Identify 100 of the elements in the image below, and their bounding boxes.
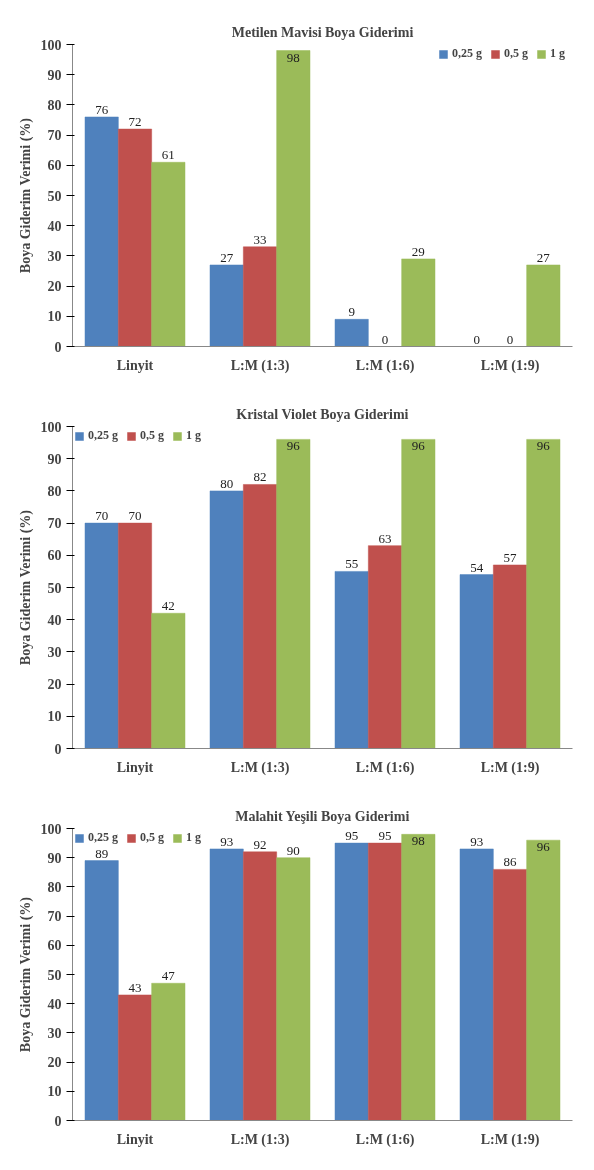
bar (493, 869, 527, 1121)
y-tick-label: 80 (47, 97, 62, 113)
bar (151, 162, 186, 347)
legend-label: 0,5 g (504, 46, 528, 61)
y-tick-label: 90 (47, 67, 62, 83)
y-tick-label: 80 (47, 879, 62, 895)
legend-label: 1 g (186, 830, 202, 845)
y-tick-label: 0 (54, 339, 62, 355)
y-tick-label: 0 (54, 1113, 62, 1129)
bar (276, 50, 311, 347)
chart-title: Metilen Mavisi Boya Giderimi (231, 24, 414, 40)
bar (276, 439, 311, 749)
bar (334, 571, 369, 749)
bar (84, 860, 119, 1121)
data-label: 0 (473, 331, 480, 347)
x-tick-label: L:M (1:9) (480, 357, 540, 374)
bar (243, 246, 277, 347)
data-label: 95 (345, 828, 359, 844)
bar (401, 439, 436, 749)
x-tick-label: L:M (1:3) (230, 759, 290, 776)
data-label: 98 (286, 49, 300, 65)
data-label: 27 (536, 249, 551, 265)
data-label: 61 (161, 147, 175, 163)
bar (243, 851, 277, 1121)
y-tick-label: 90 (47, 451, 62, 467)
data-label: 98 (411, 833, 425, 849)
data-label: 89 (95, 845, 109, 861)
data-label: 96 (411, 438, 426, 454)
bar (401, 834, 436, 1121)
data-label: 63 (378, 530, 392, 546)
y-tick-label: 60 (47, 548, 62, 564)
data-label: 95 (378, 828, 392, 844)
y-tick-label: 10 (47, 309, 62, 325)
y-axis-title: Boya Giderim Verimi (%) (17, 117, 34, 274)
data-label: 57 (503, 549, 517, 565)
y-tick-label: 90 (47, 850, 62, 866)
y-tick-label: 40 (47, 612, 62, 628)
y-tick-label: 40 (47, 218, 62, 234)
data-label: 96 (536, 438, 551, 454)
y-tick-label: 60 (47, 938, 62, 954)
bar (209, 848, 244, 1121)
y-tick-label: 30 (47, 248, 62, 264)
y-tick-label: 80 (47, 483, 62, 499)
x-tick-label: Linyit (116, 357, 154, 373)
y-axis-title: Boya Giderim Verimi (%) (17, 509, 34, 666)
y-tick-label: 60 (47, 158, 62, 174)
y-tick-label: 50 (47, 188, 62, 204)
y-tick-label: 20 (47, 279, 62, 295)
bar (459, 574, 494, 749)
legend-label: 1 g (550, 46, 566, 61)
y-tick-label: 70 (47, 909, 62, 925)
x-tick-label: L:M (1:6) (355, 759, 415, 776)
y-axis-title: Boya Giderim Verimi (%) (17, 896, 34, 1053)
data-label: 42 (161, 598, 175, 614)
y-tick-label: 70 (47, 128, 62, 144)
bar (276, 857, 311, 1121)
data-label: 43 (128, 979, 142, 995)
bar (209, 490, 244, 749)
bar (526, 264, 561, 347)
bar (151, 613, 186, 749)
legend-label: 0,25 g (88, 830, 118, 845)
y-tick-label: 20 (47, 677, 62, 693)
data-label: 0 (381, 331, 389, 347)
data-label: 29 (411, 243, 425, 259)
chart-title: Kristal Violet Boya Giderimi (236, 406, 409, 422)
bar (368, 545, 402, 749)
chart-title: Malahit Yeşili Boya Giderimi (235, 808, 410, 824)
bar (493, 564, 527, 749)
data-label: 86 (503, 854, 517, 870)
bar (526, 439, 561, 749)
y-tick-label: 100 (40, 821, 62, 837)
y-tick-label: 50 (47, 580, 62, 596)
x-tick-label: Linyit (116, 759, 154, 775)
legend-label: 0,5 g (140, 830, 164, 845)
bar (243, 484, 277, 749)
bar (209, 264, 244, 347)
bar (151, 983, 186, 1121)
x-tick-label: L:M (1:6) (355, 357, 415, 374)
data-label: 54 (470, 559, 484, 575)
data-label: 27 (220, 249, 234, 265)
bar (84, 116, 119, 347)
y-tick-label: 30 (47, 1025, 62, 1041)
data-label: 96 (286, 438, 301, 454)
y-tick-label: 20 (47, 1055, 62, 1071)
y-tick-label: 10 (47, 709, 62, 725)
legend-label: 0,5 g (140, 428, 164, 443)
data-label: 93 (470, 833, 484, 849)
bar (118, 128, 152, 347)
bar (84, 522, 119, 749)
data-label: 96 (536, 839, 551, 855)
legend-label: 1 g (186, 428, 202, 443)
y-tick-label: 40 (47, 996, 62, 1012)
data-label: 0 (506, 331, 514, 347)
data-label: 70 (128, 508, 142, 524)
data-label: 72 (128, 114, 142, 130)
data-label: 80 (220, 475, 234, 491)
bar (118, 994, 152, 1121)
data-label: 33 (253, 231, 267, 247)
x-tick-label: L:M (1:3) (230, 1131, 290, 1148)
bar (368, 842, 402, 1121)
